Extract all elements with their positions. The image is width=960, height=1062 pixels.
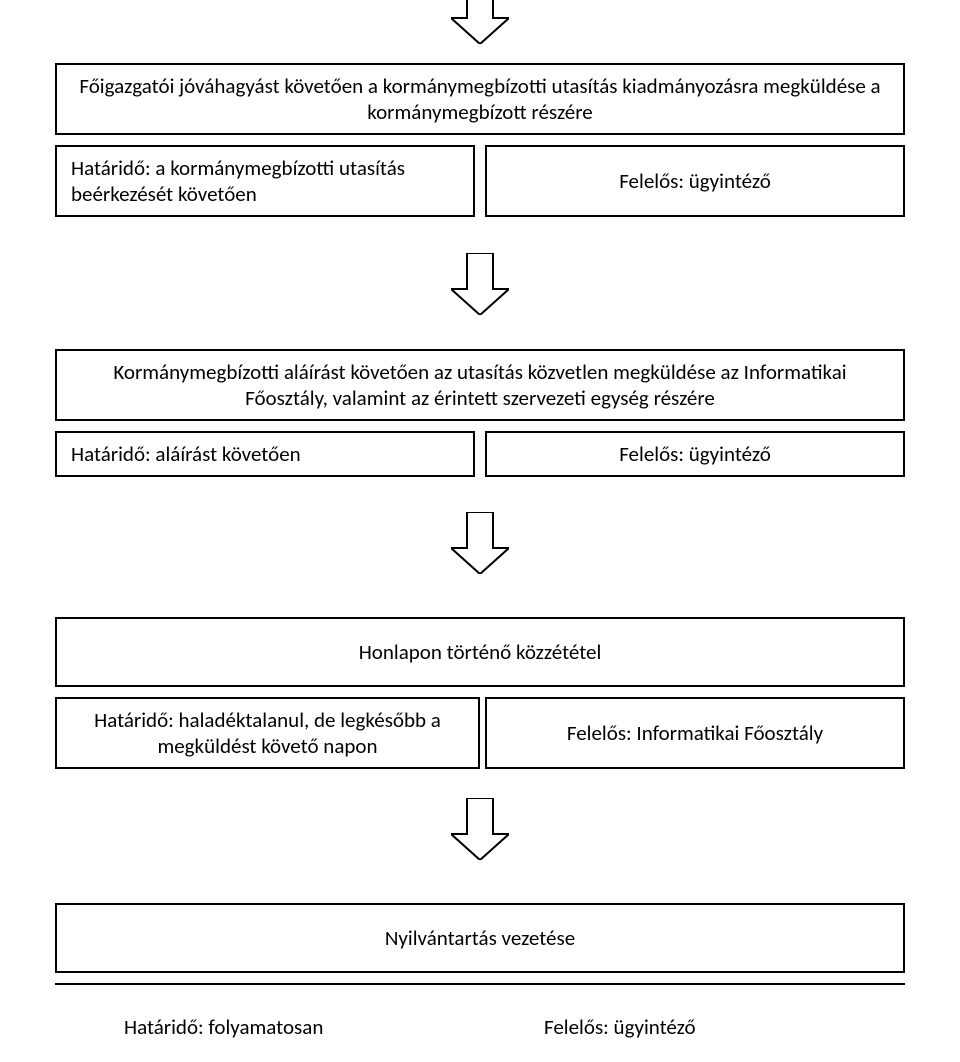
responsible-text: Felelős: ügyintéző	[619, 441, 771, 467]
responsible-text: Felelős: ügyintéző	[619, 168, 771, 194]
step-title-text: Nyilvántartás vezetése	[385, 925, 575, 951]
step-1-deadline: Határidő: a kormánymegbízotti utasítás b…	[55, 145, 475, 217]
step-3-title: Honlapon történő közzététel	[55, 617, 905, 687]
responsible-text: Felelős: ügyintéző	[544, 1014, 696, 1040]
step-title-text: Honlapon történő közzététel	[359, 639, 602, 665]
step-4-responsible: Felelős: ügyintéző	[530, 1004, 868, 1050]
deadline-text: Határidő: folyamatosan	[124, 1014, 323, 1040]
step-4-deadline: Határidő: folyamatosan	[110, 1004, 448, 1050]
step-4-rule	[55, 983, 905, 985]
deadline-text: Határidő: a kormánymegbízotti utasítás b…	[71, 155, 459, 208]
step-2-responsible: Felelős: ügyintéző	[485, 431, 905, 477]
step-2-deadline: Határidő: aláírást követően	[55, 431, 475, 477]
responsible-text: Felelős: Informatikai Főosztály	[567, 720, 823, 746]
flow-arrow	[451, 0, 509, 44]
step-title-text: Kormánymegbízotti aláírást követően az u…	[71, 359, 889, 412]
flowchart-canvas: Főigazgatói jóváhagyást követően a kormá…	[0, 0, 960, 1062]
step-3-deadline: Határidő: haladéktalanul, de legkésőbb a…	[55, 697, 480, 769]
deadline-text: Határidő: aláírást követően	[71, 441, 301, 467]
deadline-text: Határidő: haladéktalanul, de legkésőbb a…	[71, 707, 464, 760]
flow-arrow	[451, 253, 509, 315]
step-title-text: Főigazgatói jóváhagyást követően a kormá…	[71, 73, 889, 126]
step-1-responsible: Felelős: ügyintéző	[485, 145, 905, 217]
flow-arrow	[451, 798, 509, 860]
step-2-title: Kormánymegbízotti aláírást követően az u…	[55, 349, 905, 421]
step-1-title: Főigazgatói jóváhagyást követően a kormá…	[55, 63, 905, 135]
step-4-title: Nyilvántartás vezetése	[55, 903, 905, 973]
flow-arrow	[451, 512, 509, 574]
step-3-responsible: Felelős: Informatikai Főosztály	[485, 697, 905, 769]
